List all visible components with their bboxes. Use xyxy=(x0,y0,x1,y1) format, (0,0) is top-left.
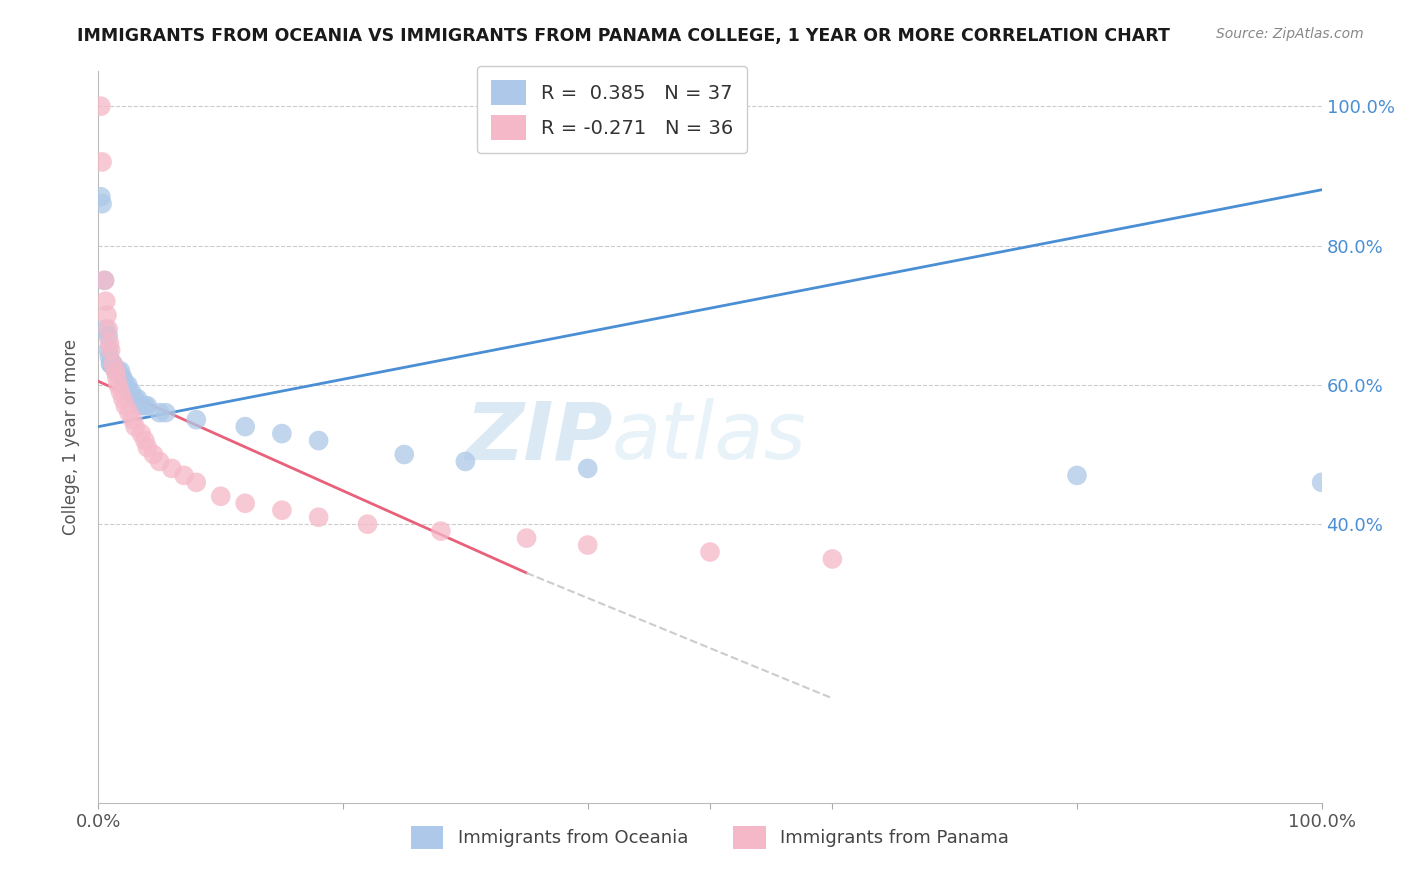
Point xyxy=(134,399,156,413)
Point xyxy=(96,308,118,322)
Point xyxy=(111,392,134,406)
Point xyxy=(97,343,120,357)
Point xyxy=(94,294,117,309)
Point xyxy=(430,524,453,538)
Point xyxy=(121,412,143,426)
Point xyxy=(105,371,128,385)
Point xyxy=(112,377,135,392)
Point xyxy=(136,441,159,455)
Point xyxy=(91,155,114,169)
Point xyxy=(142,448,165,462)
Point xyxy=(136,399,159,413)
Point xyxy=(93,273,115,287)
Point xyxy=(308,510,330,524)
Point xyxy=(233,419,256,434)
Point xyxy=(308,434,330,448)
Point xyxy=(127,392,149,406)
Point xyxy=(118,406,141,420)
Point xyxy=(117,377,139,392)
Point xyxy=(209,489,232,503)
Text: atlas: atlas xyxy=(612,398,807,476)
Point xyxy=(100,357,122,371)
Point xyxy=(98,350,121,364)
Point xyxy=(105,364,128,378)
Point xyxy=(110,384,132,399)
Point xyxy=(118,384,141,399)
Point xyxy=(94,322,117,336)
Point xyxy=(114,377,136,392)
Point xyxy=(100,343,122,357)
Point xyxy=(107,364,129,378)
Point xyxy=(101,357,124,371)
Point xyxy=(101,357,124,371)
Point xyxy=(173,468,195,483)
Point xyxy=(699,545,721,559)
Y-axis label: College, 1 year or more: College, 1 year or more xyxy=(62,339,80,535)
Point xyxy=(233,496,256,510)
Point xyxy=(149,406,172,420)
Point xyxy=(120,384,142,399)
Point xyxy=(104,364,127,378)
Point xyxy=(98,336,121,351)
Point xyxy=(100,357,122,371)
Point xyxy=(454,454,477,468)
Point xyxy=(91,196,114,211)
Point xyxy=(129,426,152,441)
Point xyxy=(97,329,120,343)
Point xyxy=(576,461,599,475)
Point xyxy=(155,406,177,420)
Point xyxy=(270,503,294,517)
Point xyxy=(821,552,844,566)
Point xyxy=(1310,475,1333,490)
Legend: Immigrants from Oceania, Immigrants from Panama: Immigrants from Oceania, Immigrants from… xyxy=(404,818,1017,856)
Point xyxy=(160,461,183,475)
Point xyxy=(104,364,127,378)
Point xyxy=(114,399,136,413)
Point xyxy=(270,426,294,441)
Point xyxy=(134,434,156,448)
Point xyxy=(149,454,172,468)
Point xyxy=(515,531,537,545)
Point xyxy=(110,364,132,378)
Point xyxy=(186,412,208,426)
Point xyxy=(129,399,152,413)
Text: Source: ZipAtlas.com: Source: ZipAtlas.com xyxy=(1216,27,1364,41)
Point xyxy=(93,273,115,287)
Point xyxy=(107,377,129,392)
Point xyxy=(90,190,112,204)
Point xyxy=(97,322,120,336)
Point xyxy=(186,475,208,490)
Point xyxy=(392,448,416,462)
Text: IMMIGRANTS FROM OCEANIA VS IMMIGRANTS FROM PANAMA COLLEGE, 1 YEAR OR MORE CORREL: IMMIGRANTS FROM OCEANIA VS IMMIGRANTS FR… xyxy=(77,27,1170,45)
Point xyxy=(356,517,378,532)
Point xyxy=(111,371,134,385)
Point xyxy=(90,99,112,113)
Point xyxy=(1066,468,1088,483)
Point xyxy=(124,419,146,434)
Point xyxy=(576,538,599,552)
Text: ZIP: ZIP xyxy=(465,398,612,476)
Point xyxy=(111,371,134,385)
Point xyxy=(124,392,146,406)
